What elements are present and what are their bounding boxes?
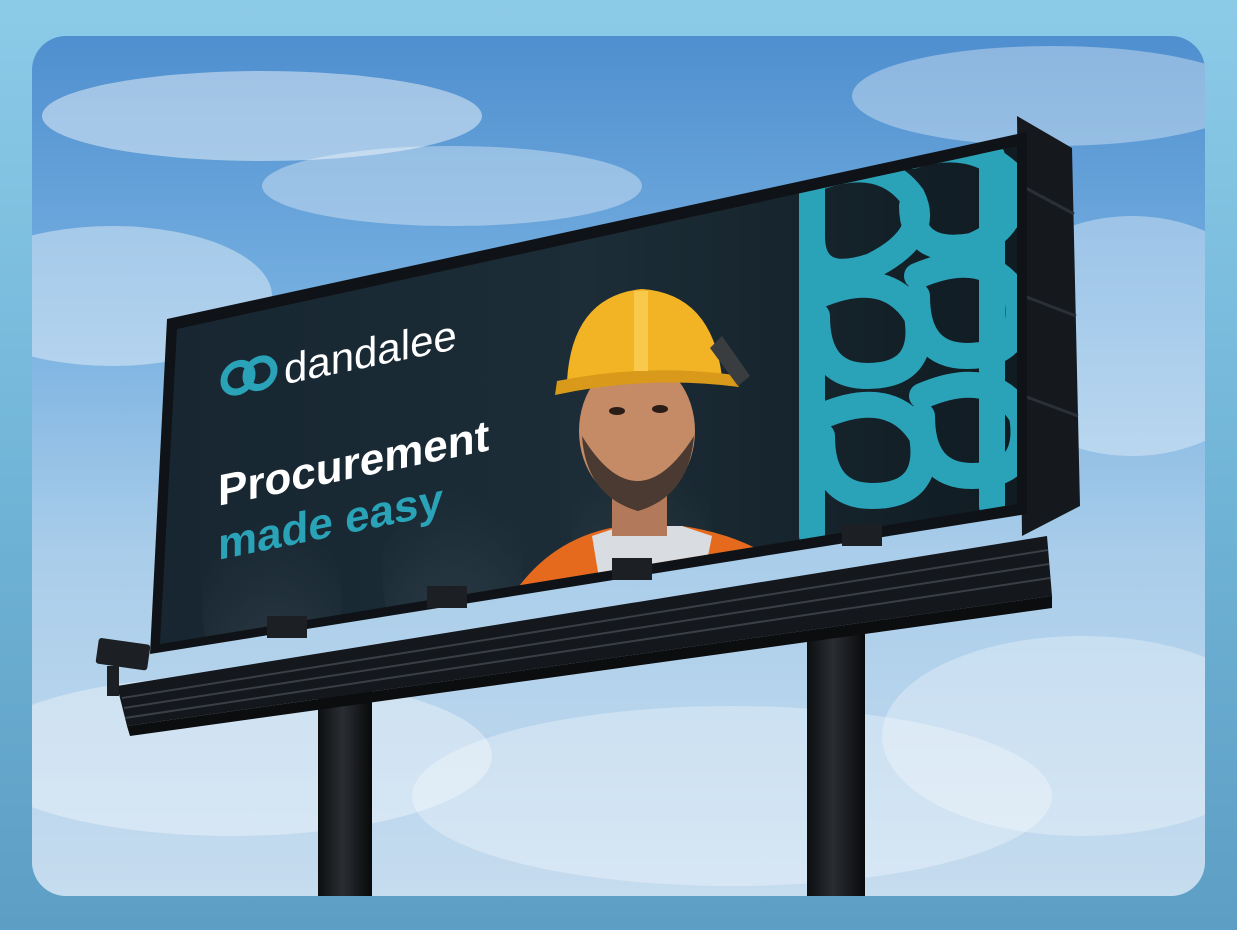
- catwalk: [117, 536, 1052, 736]
- billboard-scene: dandalee Procurement made easy: [32, 46, 1205, 896]
- billboard-side-frame: [1017, 116, 1080, 536]
- photo-frame: dandalee Procurement made easy: [32, 36, 1205, 896]
- left-pole: [318, 691, 372, 896]
- clouds: [32, 46, 1205, 886]
- spotlight-lamps: [95, 524, 882, 696]
- right-pole: [807, 632, 865, 896]
- interlocked-d-logo-icon: [220, 355, 278, 396]
